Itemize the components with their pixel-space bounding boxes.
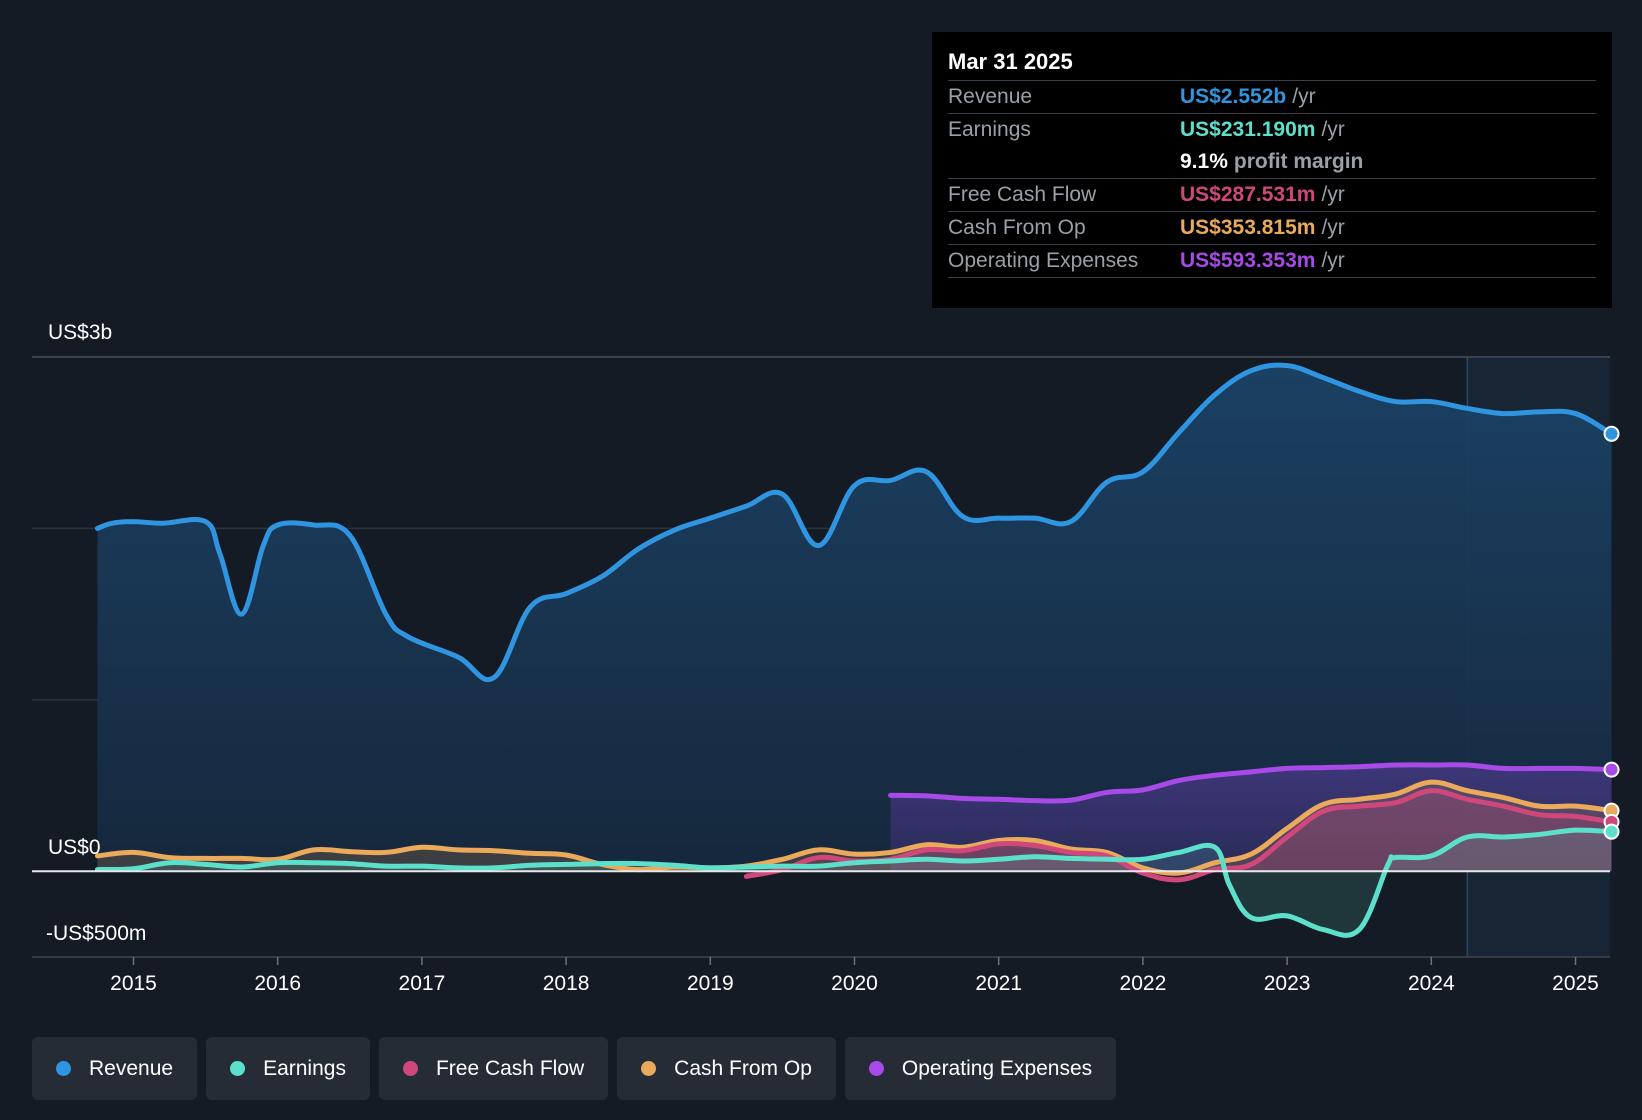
tooltip-label: Operating Expenses xyxy=(948,249,1139,272)
tooltip-row-cash-from-op: Cash From Op US$353.815m /yr xyxy=(948,212,1596,245)
x-tick-label: 2019 xyxy=(687,972,734,995)
tooltip-row-earnings: Earnings US$231.190m /yr xyxy=(948,114,1596,146)
legend-label: Operating Expenses xyxy=(901,1056,1093,1080)
tooltip-row-operating-expenses: Operating Expenses US$593.353m /yr xyxy=(948,245,1596,278)
x-tick-label: 2025 xyxy=(1552,972,1599,995)
cash-from-op-line xyxy=(94,779,1615,876)
operating-expenses-dot-icon xyxy=(868,1061,884,1076)
x-tick-label: 2022 xyxy=(1120,972,1167,995)
tooltip-panel: Mar 31 2025 Revenue US$2.552b /yr Earnin… xyxy=(932,32,1612,308)
legend-label: Free Cash Flow xyxy=(435,1056,585,1080)
tooltip-label: Cash From Op xyxy=(948,216,1086,239)
earnings-endpoint xyxy=(1603,823,1620,840)
tooltip-unit: /yr xyxy=(1292,85,1316,108)
series-endpoints xyxy=(1603,425,1620,840)
legend-item-free-cash-flow[interactable]: Free Cash Flow xyxy=(378,1037,609,1100)
tooltip-value: US$353.815m xyxy=(1180,216,1316,239)
profit-margin-label: profit margin xyxy=(1233,150,1364,173)
profit-margin-value: 9.1% xyxy=(1180,150,1228,173)
revenue-endpoint xyxy=(1603,425,1620,442)
tooltip-unit: /yr xyxy=(1321,216,1345,239)
legend-label: Cash From Op xyxy=(674,1056,812,1080)
x-tick-label: 2024 xyxy=(1408,972,1455,995)
y-tick-label-3b: US$3b xyxy=(48,321,112,344)
x-tick-label: 2018 xyxy=(543,972,590,995)
cash-from-op-dot-icon xyxy=(641,1061,657,1076)
tooltip-value: US$593.353m xyxy=(1180,249,1316,272)
earnings-line xyxy=(94,827,1615,938)
tooltip-label: Earnings xyxy=(948,118,1031,141)
legend-item-operating-expenses[interactable]: Operating Expenses xyxy=(844,1037,1117,1100)
tooltip-unit: /yr xyxy=(1321,249,1345,272)
operating-expenses-line xyxy=(888,762,1615,804)
tooltip-row-free-cash-flow: Free Cash Flow US$287.531m /yr xyxy=(948,179,1596,212)
x-axis: 2015 2016 2017 2018 2019 2020 2021 2022 2023 2024… xyxy=(32,956,1610,995)
revenue-dot-icon xyxy=(56,1061,71,1076)
tooltip-value: US$231.190m xyxy=(1180,118,1316,141)
x-tick-label: 2023 xyxy=(1264,972,1311,995)
tooltip-date: Mar 31 2025 xyxy=(948,46,1596,81)
legend-item-earnings[interactable]: Earnings xyxy=(206,1037,370,1100)
tooltip-label: Revenue xyxy=(948,85,1033,108)
x-tick-label: 2020 xyxy=(831,972,878,995)
revenue-line xyxy=(94,362,1615,683)
tooltip-label: Free Cash Flow xyxy=(948,183,1097,206)
tooltip-value: US$287.531m xyxy=(1180,183,1316,206)
y-tick-label-0: US$0 xyxy=(48,836,101,859)
earnings-dot-icon xyxy=(230,1061,246,1076)
tooltip-unit: /yr xyxy=(1321,118,1345,141)
x-tick-label: 2015 xyxy=(110,972,157,995)
legend-item-cash-from-op[interactable]: Cash From Op xyxy=(617,1037,836,1100)
tooltip-row-revenue: Revenue US$2.552b /yr xyxy=(948,81,1596,114)
series-lines xyxy=(32,362,1615,938)
legend-item-revenue[interactable]: Revenue xyxy=(32,1037,198,1100)
tooltip-unit: /yr xyxy=(1321,183,1345,206)
legend: Revenue Earnings Free Cash Flow Cash Fro… xyxy=(32,1037,1117,1100)
legend-label: Revenue xyxy=(89,1056,174,1080)
x-tick-label: 2021 xyxy=(975,972,1022,995)
tooltip-label-spacer xyxy=(948,146,1180,178)
tooltip-value: US$2.552b xyxy=(1180,85,1287,108)
x-tick-label: 2016 xyxy=(254,972,301,995)
x-tick-label: 2017 xyxy=(399,972,446,995)
legend-label: Earnings xyxy=(263,1056,346,1080)
revenue-area xyxy=(97,365,1612,872)
tooltip-row-profit-margin: 9.1% profit margin xyxy=(948,146,1596,179)
y-tick-label-neg500m: -US$500m xyxy=(46,922,146,945)
operating-expenses-endpoint xyxy=(1603,761,1620,778)
free-cash-flow-dot-icon xyxy=(402,1061,418,1076)
